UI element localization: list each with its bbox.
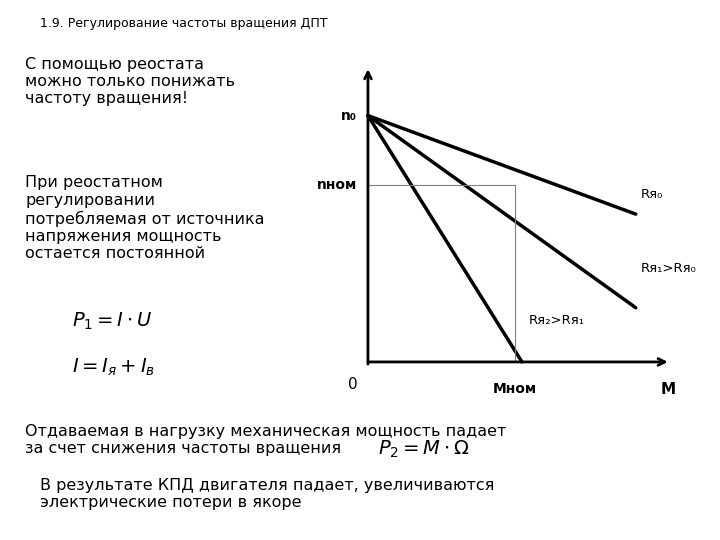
Text: В результате КПД двигателя падает, увеличиваются
электрические потери в якоре: В результате КПД двигателя падает, увели… (40, 478, 494, 510)
Text: nном: nном (317, 178, 357, 192)
Text: n₀: n₀ (341, 109, 357, 123)
Text: M: M (660, 382, 675, 397)
Text: Rя₀: Rя₀ (641, 188, 664, 201)
Text: Отдаваемая в нагрузку механическая мощность падает
за счет снижения частоты вращ: Отдаваемая в нагрузку механическая мощно… (25, 424, 507, 456)
Text: С помощью реостата
можно только понижать
частоту вращения!: С помощью реостата можно только понижать… (25, 57, 235, 106)
Text: $P_1 = I \cdot U$: $P_1 = I \cdot U$ (72, 310, 153, 332)
Text: Rя₂>Rя₁: Rя₂>Rя₁ (528, 314, 585, 327)
Text: 0: 0 (348, 377, 357, 392)
Text: Mном: Mном (493, 382, 537, 396)
Text: Rя₁>Rя₀: Rя₁>Rя₀ (641, 262, 697, 275)
Text: При реостатном
регулировании
потребляемая от источника
напряжения мощность
остае: При реостатном регулировании потребляема… (25, 176, 265, 261)
Text: $P_2 = M \cdot \Omega$: $P_2 = M \cdot \Omega$ (378, 438, 469, 460)
Text: $I = I_я + I_в$: $I = I_я + I_в$ (72, 356, 156, 377)
Text: 1.9. Регулирование частоты вращения ДПТ: 1.9. Регулирование частоты вращения ДПТ (40, 17, 327, 30)
